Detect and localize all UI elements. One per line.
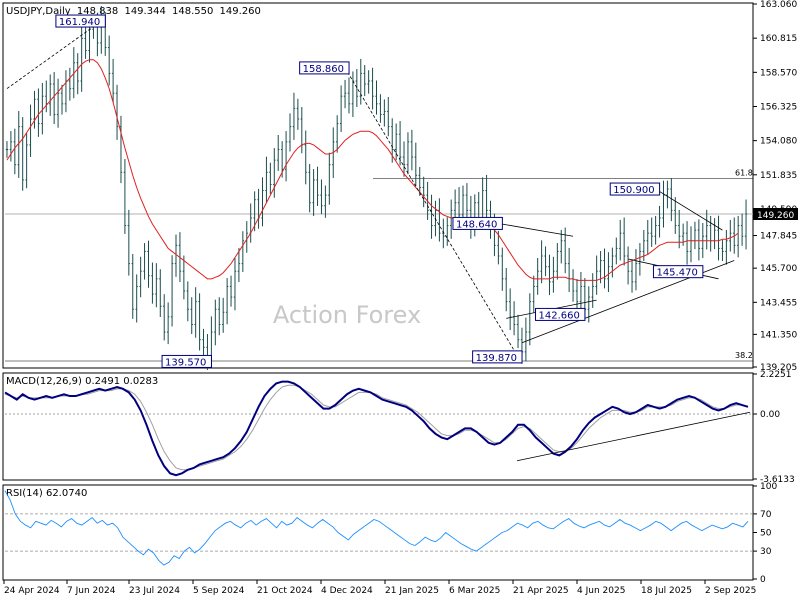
- x-tick-label: 2 Sep 2025: [705, 586, 756, 596]
- swing-label-text: 139.570: [165, 357, 206, 368]
- swing-label-box: [55, 14, 106, 28]
- x-tick-label: 6 Mar 2025: [449, 586, 500, 596]
- price-title-low: 148.550: [172, 6, 213, 17]
- price-tick-label: 143.455: [760, 298, 797, 308]
- rsi-panel: [2, 484, 754, 581]
- swing-label-box: [652, 265, 704, 279]
- price-tick-label: 147.845: [760, 232, 797, 242]
- macd-tick-label: -3.6133: [760, 475, 795, 485]
- triangle-upper-line: [498, 223, 574, 237]
- last-price-tag-box: [753, 207, 798, 220]
- swing-label-text: 150.900: [613, 185, 654, 196]
- last-price-tag-text: 149.260: [757, 211, 794, 221]
- swing-label-text: 161.940: [59, 17, 100, 28]
- price-tick-label: 163.060: [760, 0, 797, 10]
- x-tick-label: 21 Oct 2024: [257, 586, 313, 596]
- price-tick-label: 141.350: [760, 330, 797, 340]
- price-title-close: 149.260: [220, 6, 261, 17]
- swing-label-text: 158.860: [303, 64, 344, 75]
- swing-label-box: [609, 182, 661, 196]
- macd-line: [4, 380, 749, 477]
- price-tick-label: 139.205: [760, 363, 797, 373]
- rsi-tick-label: 0: [760, 575, 766, 585]
- fib-label: 61.8: [735, 168, 753, 177]
- price-tick-label: 156.325: [760, 102, 797, 112]
- price-axis-layer: 163.060 160.815 158.570 156.325 154.080 151.8…: [753, 0, 798, 373]
- swing-label: 139.870: [472, 350, 523, 364]
- dashed-trendline: [344, 67, 519, 358]
- price-title-name: USDJPY,Daily: [6, 6, 71, 17]
- x-tick-label: 21 Jan 2025: [385, 586, 439, 596]
- swing-label-text: 139.870: [476, 353, 517, 364]
- macd-layer: 2.2251 0.00 -3.6133: [4, 370, 795, 485]
- swing-label-box: [161, 354, 212, 368]
- swing-label: 139.570: [161, 354, 212, 368]
- price-tick-label: 151.835: [760, 171, 797, 181]
- swing-label: 158.860: [299, 61, 350, 75]
- swing-label-box: [535, 307, 586, 321]
- swing-label-box: [472, 350, 523, 364]
- price-bars-layer: [5, 5, 748, 370]
- swing-label: 150.900: [609, 182, 661, 196]
- price-grid-layer: 61.8 38.2: [5, 168, 753, 362]
- sma-line: [6, 59, 739, 281]
- dashed-trendline: [6, 20, 102, 89]
- x-tick-label: 7 Jun 2024: [67, 586, 116, 596]
- price-title: USDJPY,Daily 148.838 149.344 148.550 149…: [6, 6, 261, 17]
- x-tick-label: 5 Sep 2024: [193, 586, 245, 596]
- price-title-high: 149.344: [124, 6, 165, 17]
- sma-layer: [6, 59, 739, 281]
- macd-tick-label: 0.00: [760, 410, 780, 420]
- swing-label-text: 148.640: [456, 219, 497, 230]
- price-tick-label: 145.700: [760, 264, 797, 274]
- x-axis-layer: 24 Apr 2024 7 Jun 2024 23 Jul 2024 5 Sep 20…: [3, 580, 756, 596]
- descending-resistance-line: [655, 188, 723, 231]
- last-price-tag: 149.260: [753, 207, 798, 221]
- swing-label: 142.660: [535, 307, 586, 321]
- swing-label-text: 145.470: [656, 268, 697, 279]
- x-tick-label: 24 Apr 2024: [4, 586, 60, 596]
- rsi-tick-label: 70: [760, 510, 772, 520]
- rsi-tick-label: 30: [760, 547, 772, 557]
- x-tick-label: 4 Jun 2025: [577, 586, 625, 596]
- rsi-layer: 100 70 50 30 0: [4, 482, 777, 585]
- swing-label-box: [452, 216, 503, 230]
- x-tick-label: 23 Jul 2024: [129, 586, 180, 596]
- macd-tick-label: 2.2251: [760, 370, 792, 380]
- price-title-open: 148.838: [77, 6, 118, 17]
- x-tick-label: 18 Jul 2025: [641, 586, 692, 596]
- swing-label: 148.640: [452, 216, 503, 230]
- rsi-tick-label: 100: [760, 482, 777, 492]
- price-tick-label: 154.080: [760, 137, 797, 147]
- fib-label: 38.2: [735, 351, 753, 360]
- macd-signal-line: [4, 384, 749, 471]
- swing-label: 145.470: [652, 265, 704, 279]
- x-tick-label: 21 Apr 2025: [513, 586, 569, 596]
- annotations-layer: 161.940 158.860 139.570 148.640 139.870 142.6…: [6, 14, 735, 368]
- rsi-line: [4, 490, 749, 566]
- swing-label: 161.940: [55, 14, 106, 28]
- rsi-title: RSI(14) 62.0740: [6, 488, 87, 499]
- price-tick-label: 158.570: [760, 68, 797, 78]
- swing-label-box: [299, 61, 350, 75]
- swing-label-text: 142.660: [539, 310, 580, 321]
- rsi-tick-label: 50: [760, 529, 772, 539]
- x-tick-label: 4 Dec 2024: [321, 586, 373, 596]
- price-tick-label: 160.815: [760, 34, 797, 44]
- macd-title: MACD(12,26,9) 0.2491 0.0283: [6, 376, 158, 387]
- macd-trendline: [516, 411, 751, 462]
- watermark: Action Forex: [273, 301, 421, 329]
